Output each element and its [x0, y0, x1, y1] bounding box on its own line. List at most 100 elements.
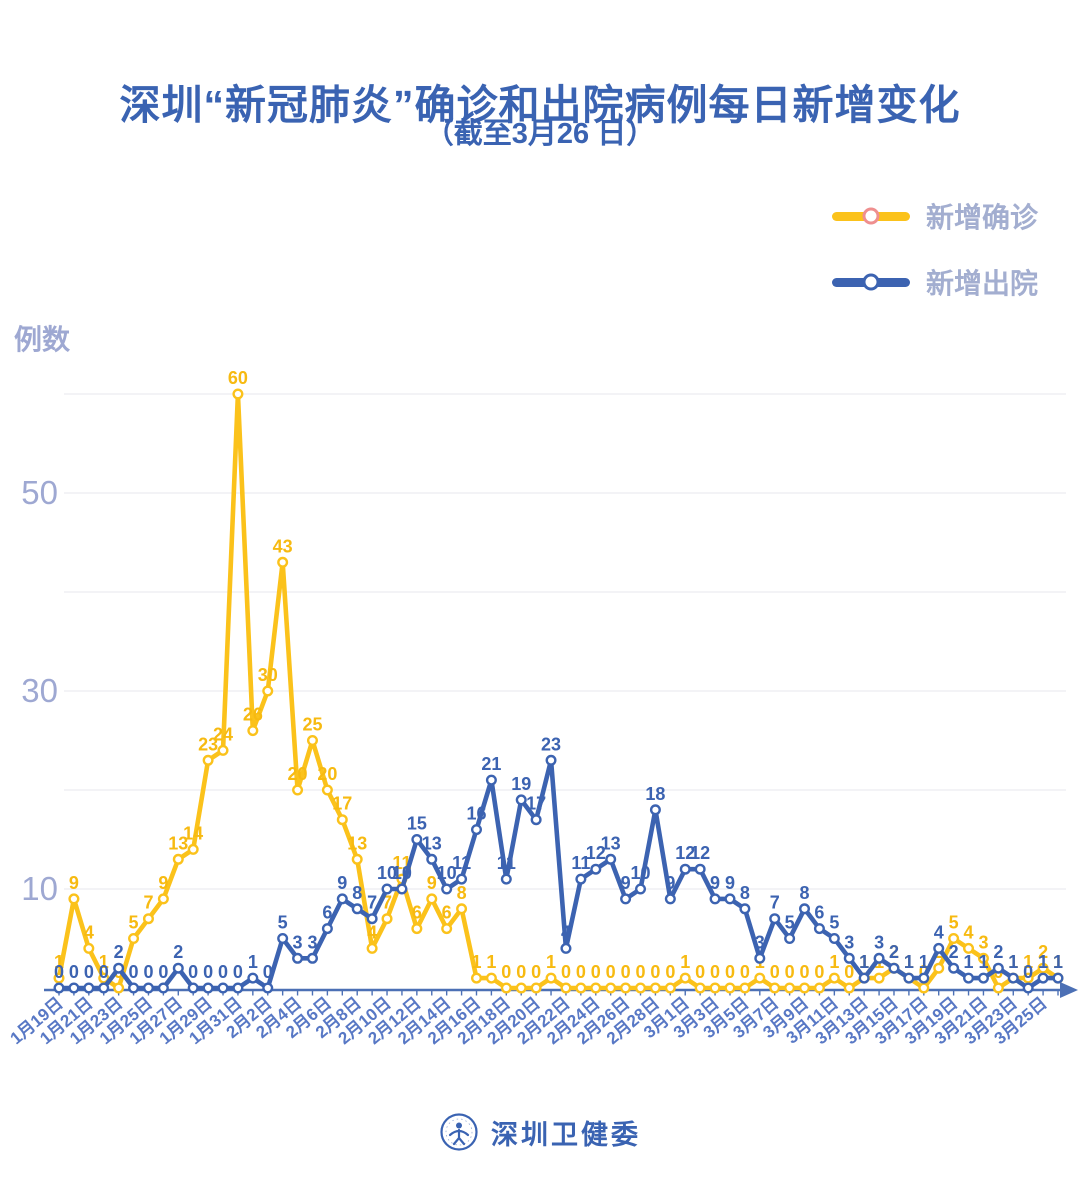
data-point-marker [918, 972, 930, 984]
data-point-marker [202, 754, 214, 766]
data-point-marker [202, 982, 214, 994]
data-point-marker [709, 982, 721, 994]
data-point-marker [306, 952, 318, 964]
data-point-label: 0 [814, 962, 824, 982]
y-axis-tick-label: 50 [21, 474, 58, 511]
data-point-marker [635, 883, 647, 895]
data-point-label: 0 [1023, 962, 1033, 982]
data-point-label: 0 [218, 962, 228, 982]
data-point-marker [1022, 982, 1034, 994]
legend-label-discharged: 新增出院 [925, 268, 1038, 299]
data-point-marker [843, 952, 855, 964]
data-point-label: 25 [302, 715, 322, 735]
data-point-label: 0 [516, 962, 526, 982]
data-point-marker [754, 952, 766, 964]
footer-brand: 深圳卫健委 [491, 1119, 641, 1150]
data-point-label: 7 [143, 893, 153, 913]
data-point-marker [605, 982, 617, 994]
data-point-marker [545, 972, 557, 984]
data-point-label: 10 [392, 863, 412, 883]
legend-item-confirmed[interactable]: 新增确诊 [831, 196, 1038, 236]
data-point-label: 0 [561, 962, 571, 982]
data-point-label: 3 [307, 932, 317, 952]
data-point-label: 0 [501, 962, 511, 982]
data-point-label: 7 [367, 893, 377, 913]
data-point-marker [187, 843, 199, 855]
data-point-marker [485, 972, 497, 984]
data-point-label: 1 [471, 952, 481, 972]
discharged-line-icon [831, 273, 910, 291]
data-point-marker [649, 804, 661, 816]
data-point-marker [456, 903, 468, 915]
data-point-label: 0 [233, 962, 243, 982]
data-point-label: 0 [129, 962, 139, 982]
data-point-label: 23 [198, 734, 218, 754]
data-point-marker [560, 942, 572, 954]
confirmed-line-icon [831, 207, 910, 225]
data-point-marker [172, 962, 184, 974]
legend-item-discharged[interactable]: 新增出院 [831, 262, 1038, 302]
data-point-label: 12 [675, 843, 695, 863]
data-point-marker [351, 903, 363, 915]
data-point-marker [128, 933, 140, 945]
data-point-marker [575, 873, 587, 885]
data-point-marker [411, 834, 423, 846]
data-point-marker [292, 784, 304, 796]
data-point-label: 19 [511, 774, 531, 794]
data-point-marker [515, 794, 527, 806]
data-point-marker [1007, 972, 1019, 984]
data-point-label: 0 [143, 962, 153, 982]
data-point-marker [635, 982, 647, 994]
data-point-label: 13 [601, 833, 621, 853]
data-point-label: 1 [1038, 952, 1048, 972]
data-point-label: 4 [561, 922, 571, 942]
data-point-marker [98, 972, 110, 984]
data-point-label: 11 [497, 853, 516, 873]
data-point-label: 1 [1053, 952, 1063, 972]
data-point-marker [441, 883, 453, 895]
data-point-label: 20 [288, 764, 308, 784]
data-point-marker [470, 824, 482, 836]
data-point-label: 0 [635, 962, 645, 982]
data-point-label: 9 [158, 873, 168, 893]
data-point-label: 2 [949, 942, 959, 962]
data-point-marker [217, 982, 229, 994]
discharged-marker-icon [862, 273, 880, 291]
data-point-marker [963, 972, 975, 984]
data-point-marker [381, 883, 393, 895]
data-point-label: 0 [650, 962, 660, 982]
data-point-label: 4 [964, 922, 974, 942]
data-point-marker [1037, 962, 1049, 974]
data-point-label: 0 [263, 962, 273, 982]
data-point-marker [694, 982, 706, 994]
data-point-label: 7 [382, 893, 392, 913]
data-point-marker [530, 982, 542, 994]
page-subtitle: （截至3月26 日） [424, 118, 656, 150]
data-point-marker [769, 913, 781, 925]
data-point-label: 0 [665, 962, 675, 982]
data-point-marker [739, 982, 751, 994]
data-point-marker [247, 725, 259, 737]
data-point-label: 8 [740, 883, 750, 903]
data-point-label: 1 [978, 952, 988, 972]
data-point-marker [187, 982, 199, 994]
data-point-marker [366, 942, 378, 954]
y-axis-title: 例数 [14, 324, 71, 355]
data-point-label: 1 [904, 952, 914, 972]
data-point-marker [963, 942, 975, 954]
data-point-marker [470, 972, 482, 984]
data-point-label: 10 [630, 863, 650, 883]
data-point-label: 4 [367, 922, 377, 942]
data-point-label: 20 [317, 764, 337, 784]
data-point-marker [113, 962, 125, 974]
data-point-label: 1 [1008, 952, 1018, 972]
y-axis-tick-label: 30 [21, 672, 58, 709]
data-point-marker [426, 893, 438, 905]
data-point-marker [68, 893, 80, 905]
data-point-marker [277, 556, 289, 568]
data-point-label: 7 [770, 893, 780, 913]
data-point-label: 5 [278, 913, 288, 933]
data-point-marker [724, 893, 736, 905]
